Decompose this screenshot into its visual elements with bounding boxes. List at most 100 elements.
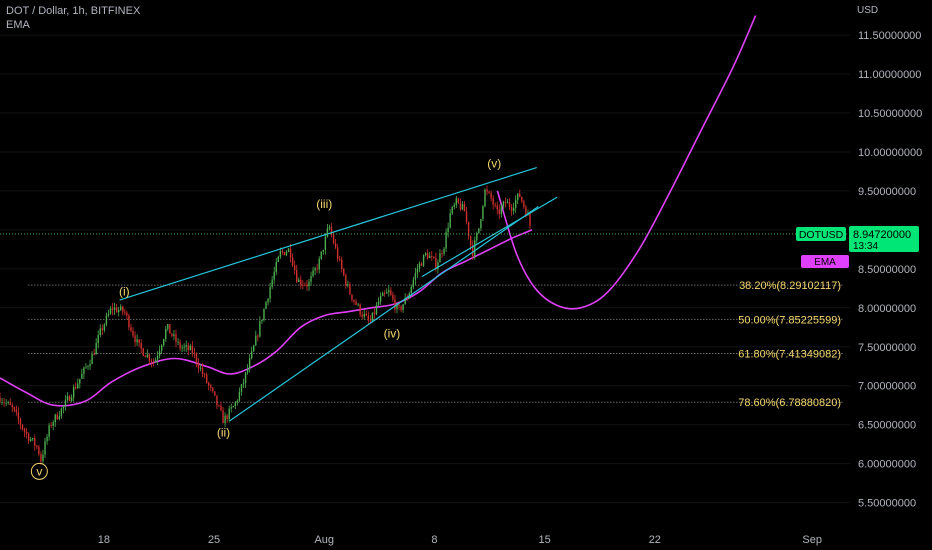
candle	[130, 323, 132, 333]
candle-body	[130, 327, 132, 331]
candle	[514, 195, 517, 214]
candle	[289, 243, 292, 263]
candle	[322, 249, 325, 255]
candle	[343, 268, 345, 277]
candle-body	[81, 373, 83, 379]
candle	[334, 239, 337, 250]
candle	[175, 329, 177, 348]
candle	[122, 305, 124, 316]
candle-body	[38, 446, 40, 455]
candle	[281, 248, 284, 255]
candle	[400, 304, 402, 313]
candle	[357, 302, 359, 307]
candle-body	[271, 279, 273, 288]
candle-body	[64, 399, 67, 406]
candle-body	[144, 355, 146, 358]
candle-body	[355, 301, 357, 305]
candle-body	[138, 339, 140, 344]
candle	[449, 209, 451, 229]
candle	[44, 437, 46, 459]
candle-body	[281, 251, 284, 252]
candle	[75, 382, 77, 390]
candle-body	[136, 339, 138, 343]
price-axis[interactable]: USD 11.50000000 11.00000000 10.50000000 10.0…	[857, 5, 922, 510]
candle	[156, 351, 159, 366]
time-axis[interactable]: 18 25 Aug 8 15 22 Sep	[98, 534, 822, 546]
candle-body	[426, 253, 429, 258]
chart-title: DOT / Dollar, 1h, BITFINEX	[6, 5, 141, 17]
time-tick-label: 18	[98, 534, 110, 546]
candle-body	[226, 415, 228, 420]
candle-body	[414, 272, 417, 280]
candle-body	[469, 236, 472, 246]
candle	[158, 345, 161, 359]
candle	[433, 256, 435, 259]
candle-body	[42, 454, 44, 462]
candle	[64, 395, 67, 411]
candle-body	[218, 405, 220, 407]
indicator-label[interactable]: EMA	[6, 19, 30, 31]
candle	[216, 395, 218, 410]
candle	[226, 413, 228, 424]
candle	[416, 264, 419, 279]
candle-body	[390, 290, 392, 295]
candle-body	[293, 265, 296, 271]
candle-body	[298, 279, 300, 282]
candle-body	[488, 191, 490, 193]
candle	[236, 399, 239, 406]
candle	[193, 347, 196, 358]
candle-body	[334, 243, 337, 248]
candle-body	[154, 359, 157, 363]
candle-body	[54, 414, 56, 423]
fib-label: 61.80%(7.41349082)	[738, 349, 841, 361]
candle-body	[379, 296, 382, 302]
candle-body	[75, 387, 77, 389]
candle-body	[77, 383, 79, 389]
candle-body	[191, 345, 194, 353]
candle	[93, 349, 95, 356]
candle-body	[384, 293, 386, 294]
candle-body	[465, 211, 468, 223]
candle-body	[259, 321, 261, 337]
candle-body	[152, 361, 155, 363]
wave-label: (v)	[487, 157, 501, 171]
candle-body	[467, 222, 470, 237]
candle-body	[115, 307, 118, 313]
candle-body	[158, 350, 161, 356]
candle	[117, 306, 120, 317]
candle-body	[459, 202, 462, 210]
candle-body	[435, 257, 437, 270]
candle-body	[480, 219, 482, 229]
candle-body	[222, 410, 224, 424]
candle-body	[336, 247, 339, 259]
candle	[201, 363, 204, 378]
candles	[0, 185, 531, 465]
candle-body	[34, 438, 36, 446]
candle-body	[167, 324, 169, 329]
candle	[426, 249, 429, 260]
candle-body	[181, 347, 183, 349]
candle	[253, 344, 255, 352]
candle	[414, 267, 417, 285]
candle	[328, 224, 331, 231]
candle	[81, 368, 83, 379]
candle-body	[484, 189, 486, 207]
price-tick-label: 7.00000000	[858, 381, 916, 393]
candle-body	[89, 364, 91, 367]
candle	[160, 344, 163, 354]
candle-body	[193, 352, 196, 354]
candle	[187, 342, 189, 356]
candle	[306, 280, 308, 291]
candle	[341, 256, 343, 273]
fibonacci-levels: 38.20%(8.29102117) 50.00%(7.85225599) 61.8…	[28, 280, 843, 409]
candle	[377, 297, 380, 306]
candle	[510, 204, 513, 216]
trendlines[interactable]	[119, 166, 558, 422]
candle-body	[394, 299, 396, 310]
candle	[439, 248, 441, 263]
candle-body	[11, 404, 13, 408]
candle	[95, 338, 97, 355]
candle-body	[205, 374, 208, 383]
candle-body	[422, 255, 425, 266]
